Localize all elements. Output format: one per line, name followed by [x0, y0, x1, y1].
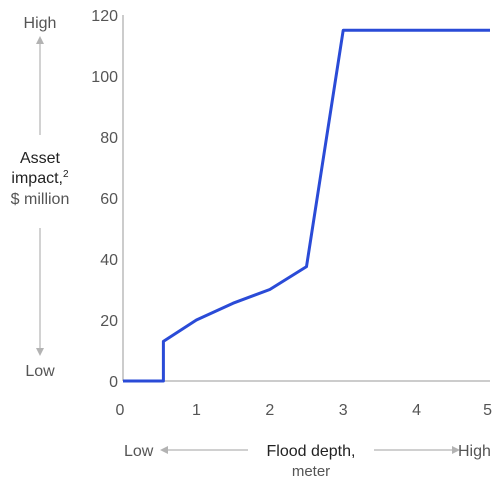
- x-ticks: 0 1 2 3 4 5: [116, 402, 493, 419]
- y-axis-unit: $ million: [11, 191, 70, 208]
- series-line: [123, 28, 490, 383]
- x-axis-low-label: Low: [124, 443, 154, 460]
- y-axis-title-impact: impact,: [11, 170, 63, 187]
- x-axis-unit: meter: [292, 463, 330, 480]
- y-axis-title: Asset: [20, 150, 61, 167]
- y-axis-high-label: High: [24, 15, 57, 32]
- y-tick-label: 20: [100, 313, 118, 330]
- x-tick-label: 2: [265, 402, 274, 419]
- y-axis-title-line2: impact,2: [11, 169, 69, 187]
- x-axis-title: Flood depth,: [267, 443, 356, 460]
- y-tick-label: 60: [100, 191, 118, 208]
- y-tick-label: 120: [91, 8, 118, 25]
- y-axis-low-label: Low: [25, 363, 55, 380]
- x-tick-label: 0: [116, 402, 125, 419]
- y-tick-label: 0: [109, 374, 118, 391]
- x-tick-label: 3: [339, 402, 348, 419]
- y-tick-label: 100: [91, 69, 118, 86]
- x-axis-high-label: High: [458, 443, 491, 460]
- x-tick-label: 1: [192, 402, 201, 419]
- y-ticks: 0 20 40 60 80 100 120: [91, 8, 118, 391]
- y-tick-label: 80: [100, 130, 118, 147]
- x-tick-label: 5: [483, 402, 492, 419]
- y-tick-label: 40: [100, 252, 118, 269]
- y-axis-footnote: 2: [63, 169, 69, 180]
- x-tick-label: 4: [412, 402, 421, 419]
